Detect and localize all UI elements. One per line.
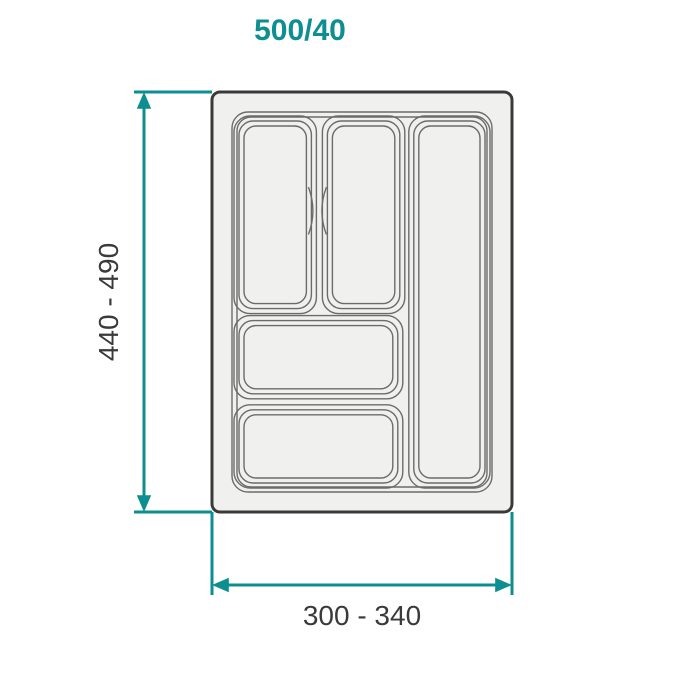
tray-outer: [212, 92, 512, 512]
height-dimension: 440 - 490: [93, 92, 212, 512]
width-dimension: 300 - 340: [212, 512, 512, 631]
width-label: 300 - 340: [303, 600, 421, 631]
title-label: 500/40: [254, 14, 346, 47]
height-label: 440 - 490: [93, 243, 124, 361]
technical-drawing: 500/40 440 - 490 300 - 340: [0, 0, 700, 700]
